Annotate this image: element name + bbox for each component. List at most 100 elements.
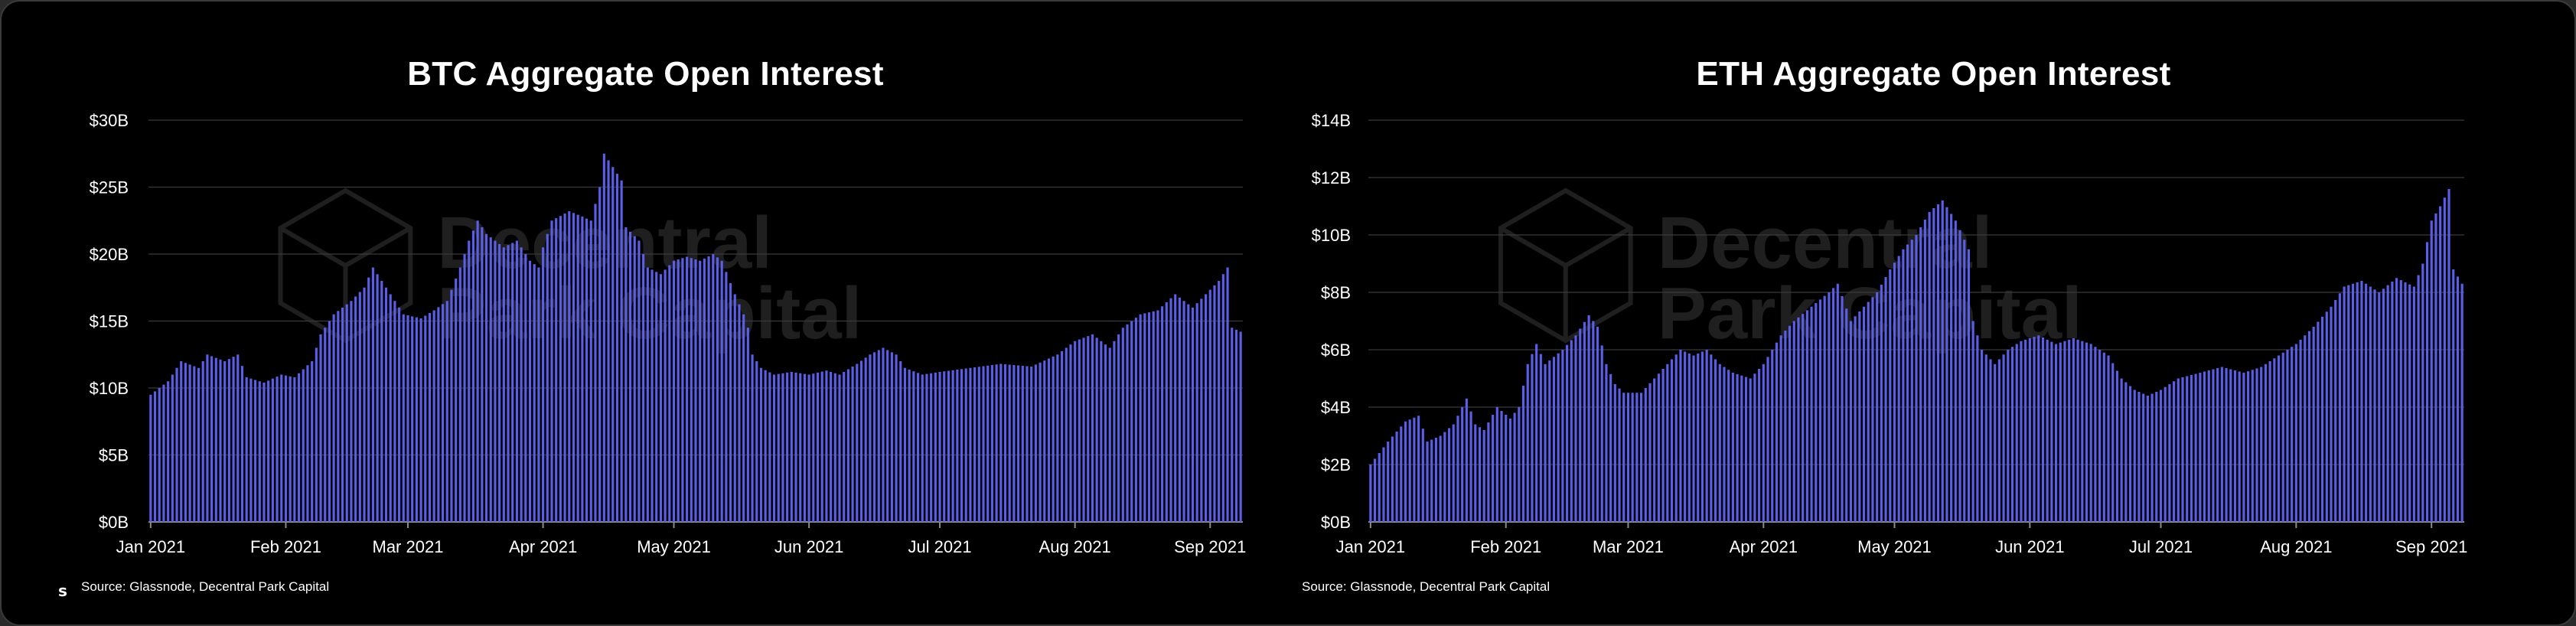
bar (389, 294, 392, 522)
bar (1187, 304, 1190, 523)
bar (1421, 429, 1424, 523)
bar (1700, 351, 1704, 522)
bar (2365, 283, 2368, 522)
bar (1061, 350, 1064, 523)
bar (1566, 344, 1569, 522)
bar (1762, 364, 1765, 522)
bar (1967, 249, 1971, 522)
bar (1823, 295, 1826, 522)
bar (2312, 327, 2315, 522)
bar (219, 359, 222, 522)
bar (1174, 294, 1177, 522)
bar (943, 371, 946, 522)
bar (2173, 381, 2176, 522)
bar (611, 167, 615, 522)
watermark-logo-icon (1499, 226, 1632, 269)
bar (751, 354, 754, 522)
bar (236, 354, 240, 522)
bar (2207, 370, 2210, 522)
bar (1679, 350, 1682, 522)
bar (1439, 435, 1442, 522)
bar (1126, 324, 1129, 523)
bar (2094, 347, 2097, 522)
bar (1758, 369, 1761, 522)
bar (1003, 364, 1007, 522)
btc-chart-panel: BTC Aggregate Open Interest DecentralPar… (2, 2, 1290, 624)
bar (2085, 342, 2089, 523)
eth-chart-panel: ETH Aggregate Open Interest Decentral Par… (1290, 2, 2574, 624)
bar (214, 357, 217, 523)
bar (1915, 235, 1918, 522)
bar (2137, 392, 2141, 522)
bar (602, 153, 605, 522)
bar (712, 254, 715, 522)
bar (2281, 352, 2284, 522)
bar (1731, 373, 1734, 522)
bar (2260, 367, 2263, 522)
bar (830, 372, 833, 522)
bar (2247, 371, 2250, 523)
bar (1404, 421, 1407, 522)
bar (925, 373, 928, 523)
bar (803, 373, 806, 523)
bar (694, 259, 697, 522)
bar (982, 366, 985, 522)
bar (332, 314, 335, 522)
bar (686, 256, 689, 522)
bar (1583, 321, 1586, 522)
bar (2089, 344, 2092, 522)
bar (1928, 212, 1931, 522)
bar (528, 260, 532, 522)
bar (2037, 335, 2040, 522)
x-tick-label: Jan 2021 (1336, 537, 1406, 556)
bar (458, 267, 461, 522)
watermark-logo-icon (1498, 187, 1633, 344)
bar (2190, 375, 2193, 522)
y-tick-label: $20B (90, 245, 129, 264)
bar (790, 372, 793, 522)
bar (1034, 364, 1037, 523)
bar (1417, 416, 1420, 522)
bar (1231, 328, 1234, 522)
bar (624, 227, 628, 522)
bar (293, 377, 296, 522)
bar (2307, 331, 2311, 523)
bar (960, 369, 964, 522)
bar (2421, 263, 2424, 522)
bar (990, 365, 993, 522)
bar (1505, 415, 1508, 522)
bar (2199, 373, 2202, 522)
bar (908, 369, 911, 522)
bar (507, 245, 510, 522)
x-tick-label: Jun 2021 (1995, 537, 2065, 556)
corner-mark: s (58, 582, 67, 600)
bar (1026, 366, 1029, 522)
bar (2002, 354, 2005, 522)
bar (1958, 230, 1961, 522)
bar (1065, 347, 1068, 522)
x-tick-label: Sep 2021 (2395, 537, 2467, 556)
bar (1492, 415, 1495, 522)
bar (768, 372, 771, 522)
bar (2164, 386, 2167, 522)
bar (2024, 339, 2027, 523)
bar (1906, 244, 1909, 522)
bar (2159, 390, 2163, 522)
bar (1994, 364, 1997, 522)
bar (589, 220, 592, 522)
bar (851, 367, 854, 522)
bar (2277, 355, 2281, 522)
bar (1474, 424, 1477, 522)
bar (1130, 321, 1133, 522)
bar (1452, 424, 1455, 522)
bar (415, 317, 418, 522)
bar (1648, 383, 1652, 522)
bar (1666, 364, 1669, 522)
bar (1500, 411, 1503, 522)
bar (833, 373, 836, 522)
bar (1147, 312, 1151, 522)
bar (2150, 393, 2154, 522)
bar (2460, 283, 2464, 522)
bar (2299, 339, 2302, 523)
bar (947, 370, 950, 522)
